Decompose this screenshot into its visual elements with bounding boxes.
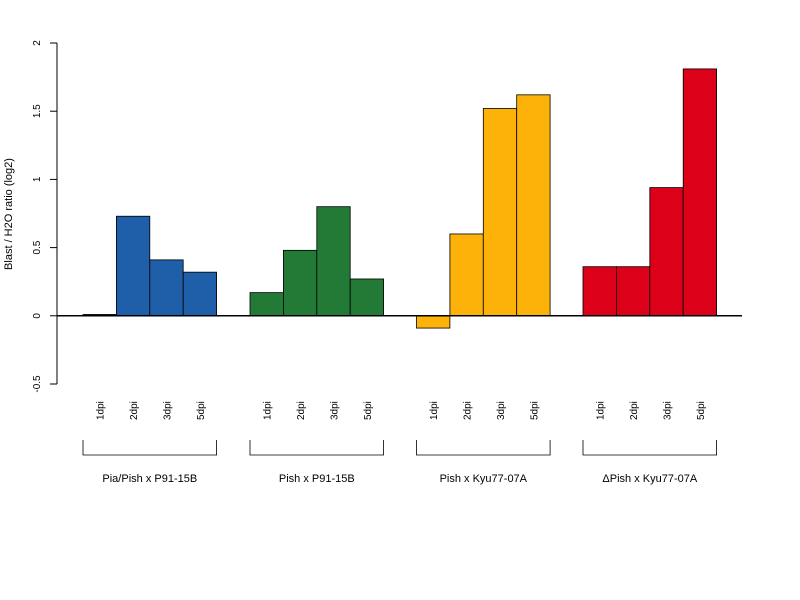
bar-1-5dpi: [182, 271, 217, 317]
x-tick-label-1dpi: 1dpi: [596, 401, 607, 420]
group-label: Pia/Pish x P91-15B: [102, 473, 197, 485]
bar-3-5dpi: [516, 94, 551, 317]
x-tick-label-3dpi: 3dpi: [496, 401, 507, 420]
bar-4-2dpi: [616, 266, 651, 317]
y-axis: -0.5 0 0.5 1 1.5 2: [32, 40, 58, 393]
bar-2-1dpi: [249, 292, 284, 317]
bar-4-1dpi: [582, 266, 617, 317]
x-tick-label-3dpi: 3dpi: [330, 401, 341, 420]
y-tick-label: -0.5: [32, 375, 43, 393]
bar-4-3dpi: [649, 187, 684, 317]
group-bracket: [249, 440, 385, 456]
bar-4-5dpi: [682, 68, 718, 317]
x-tick-label-5dpi: 5dpi: [529, 401, 540, 420]
x-tick-label-3dpi: 3dpi: [663, 401, 674, 420]
bar-1-2dpi: [116, 215, 151, 317]
group-bracket: [82, 440, 218, 456]
bar-2-2dpi: [282, 249, 318, 317]
bar-3-2dpi: [449, 233, 484, 317]
x-tick-label-5dpi: 5dpi: [196, 401, 207, 420]
x-tick-label-1dpi: 1dpi: [429, 401, 440, 420]
y-tick-label: 1: [32, 176, 43, 182]
x-tick-label-1dpi: 1dpi: [96, 401, 107, 420]
x-tick-labels: 1dpi 2dpi 3dpi 5dpi 1dpi 2dpi 3dpi 5dpi 1dpi 2dpi…: [96, 401, 707, 420]
group-bracket: [416, 440, 551, 456]
group-bracket: [582, 440, 717, 456]
x-tick-label-5dpi: 5dpi: [363, 401, 374, 420]
group-label: ΔPish x Kyu77-07A: [602, 473, 697, 485]
group-label: Pish x Kyu77-07A: [440, 473, 528, 485]
bar-3-3dpi: [482, 108, 518, 317]
bar-2-5dpi: [349, 278, 385, 317]
y-tick-label: 1.5: [32, 104, 43, 118]
group-label: Pish x P91-15B: [279, 473, 355, 485]
x-tick-label-2dpi: 2dpi: [629, 401, 640, 420]
y-tick-label: 2: [32, 40, 43, 46]
y-tick-label: 0: [32, 313, 43, 319]
bars-layer: [82, 68, 718, 329]
group-brackets: Pia/Pish x P91-15B Pish x P91-15B Pish x K…: [82, 440, 717, 485]
x-tick-label-3dpi: 3dpi: [163, 401, 174, 420]
x-tick-label-1dpi: 1dpi: [263, 401, 274, 420]
bar-1-3dpi: [149, 259, 184, 317]
bar-2-3dpi: [316, 206, 351, 317]
x-tick-label-2dpi: 2dpi: [296, 401, 307, 420]
y-axis-label: Blast / H2O ratio (log2): [3, 158, 15, 270]
x-tick-label-2dpi: 2dpi: [129, 401, 140, 420]
y-tick-label: 0.5: [32, 240, 43, 254]
x-tick-label-2dpi: 2dpi: [463, 401, 474, 420]
x-tick-label-5dpi: 5dpi: [696, 401, 707, 420]
bar-3-1dpi: [416, 315, 451, 329]
